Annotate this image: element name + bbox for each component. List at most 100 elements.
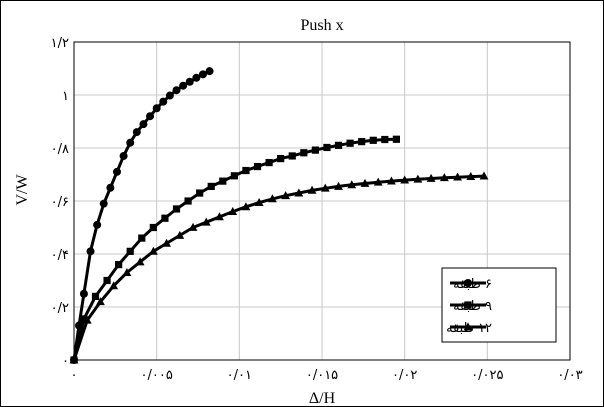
series-2 — [70, 135, 400, 364]
data-point — [358, 138, 366, 146]
y-tick-label: ۱/۲ — [51, 36, 69, 51]
data-point — [311, 146, 319, 154]
x-tick-label: ۰/۰۱۵ — [306, 368, 338, 383]
data-point — [80, 315, 88, 323]
data-point — [106, 183, 115, 192]
data-point — [426, 173, 436, 182]
x-tick-label: ۰ — [71, 368, 78, 383]
legend-marker — [463, 322, 473, 331]
data-point — [196, 189, 204, 197]
data-point — [300, 149, 308, 157]
data-point — [185, 77, 194, 86]
data-point — [207, 182, 215, 191]
data-point — [126, 138, 135, 147]
data-point — [115, 261, 123, 269]
data-point — [381, 135, 389, 144]
data-point — [172, 205, 181, 213]
legend-marker — [464, 301, 472, 309]
data-point — [373, 177, 383, 186]
series-1 — [70, 67, 214, 364]
data-point — [99, 199, 108, 208]
y-tick-label: ۰/۴ — [51, 248, 69, 263]
data-point — [466, 172, 476, 181]
legend-label: ۹ طبقه — [453, 299, 492, 314]
data-point — [148, 246, 158, 255]
data-point — [91, 292, 100, 300]
data-point — [253, 162, 262, 171]
data-point — [172, 86, 181, 95]
data-point — [230, 172, 238, 180]
legend-marker — [464, 279, 472, 287]
x-axis-label: Δ/H — [309, 390, 336, 407]
legend-label: ۱۲ طبقه — [446, 321, 492, 336]
data-point — [188, 222, 198, 231]
data-point — [159, 97, 168, 106]
data-point — [479, 171, 489, 180]
data-point — [161, 214, 169, 222]
data-point — [179, 81, 188, 90]
data-point — [162, 238, 171, 247]
data-point — [288, 152, 296, 160]
x-tick-label: ۰/۰۲ — [392, 368, 417, 383]
data-point — [93, 220, 102, 229]
data-point — [360, 178, 370, 187]
x-tick-label: ۰/۰۰۵ — [141, 368, 173, 383]
data-point — [346, 139, 354, 147]
legend-item: ۶ طبقه — [450, 277, 492, 292]
legend-item: ۹ طبقه — [450, 299, 492, 314]
chart-title: Push x — [300, 17, 343, 34]
data-point — [254, 197, 264, 206]
data-point — [139, 120, 148, 129]
legend-label: ۶ طبقه — [453, 277, 492, 292]
series-line — [72, 174, 485, 361]
data-point — [132, 128, 141, 137]
data-point — [241, 202, 251, 211]
y-axis-label: V/W — [14, 174, 31, 206]
data-point — [192, 73, 201, 82]
data-point — [96, 297, 105, 306]
data-point — [347, 180, 357, 189]
data-point — [126, 247, 134, 255]
data-point — [334, 141, 343, 149]
data-point — [268, 194, 277, 203]
series-3 — [69, 171, 489, 364]
series-layer — [69, 67, 489, 364]
data-point — [103, 276, 111, 285]
x-tick-label: ۰/۰۳ — [557, 368, 582, 383]
data-point — [149, 223, 157, 232]
data-point — [201, 217, 211, 226]
data-point — [413, 174, 423, 183]
data-point — [205, 67, 214, 76]
data-point — [334, 181, 343, 190]
x-tick-label: ۰/۰۱ — [227, 368, 252, 383]
data-point — [453, 172, 462, 181]
y-tick-label: ۱ — [62, 89, 69, 104]
data-point — [219, 177, 227, 185]
data-point — [242, 166, 250, 175]
data-point — [109, 281, 119, 290]
data-point — [320, 183, 330, 192]
data-point — [307, 185, 317, 194]
data-point — [122, 267, 132, 276]
data-point — [198, 70, 207, 79]
data-point — [392, 135, 400, 143]
x-tick-labels: ۰ ۰/۰۰۵ ۰/۰۱ ۰/۰۱۵ ۰/۰۲ ۰/۰۲۵ ۰/۰۳ — [71, 368, 583, 383]
data-point — [265, 158, 273, 167]
data-point — [152, 104, 161, 113]
data-point — [135, 257, 145, 266]
data-point — [215, 212, 224, 221]
data-point — [86, 247, 95, 256]
data-point — [119, 151, 128, 160]
legend-item: ۱۲ طبقه — [446, 321, 492, 336]
series-line — [72, 69, 211, 361]
data-point — [294, 188, 304, 197]
y-tick-label: ۰/۸ — [51, 142, 69, 157]
data-point — [281, 191, 291, 200]
y-tick-label: ۰ — [62, 354, 69, 369]
legend: ۶ طبقه ۹ طبقه ۱۲ طبقه — [441, 267, 557, 343]
data-point — [175, 230, 185, 239]
data-point — [323, 143, 331, 152]
data-point — [228, 207, 238, 215]
data-point — [277, 155, 285, 163]
